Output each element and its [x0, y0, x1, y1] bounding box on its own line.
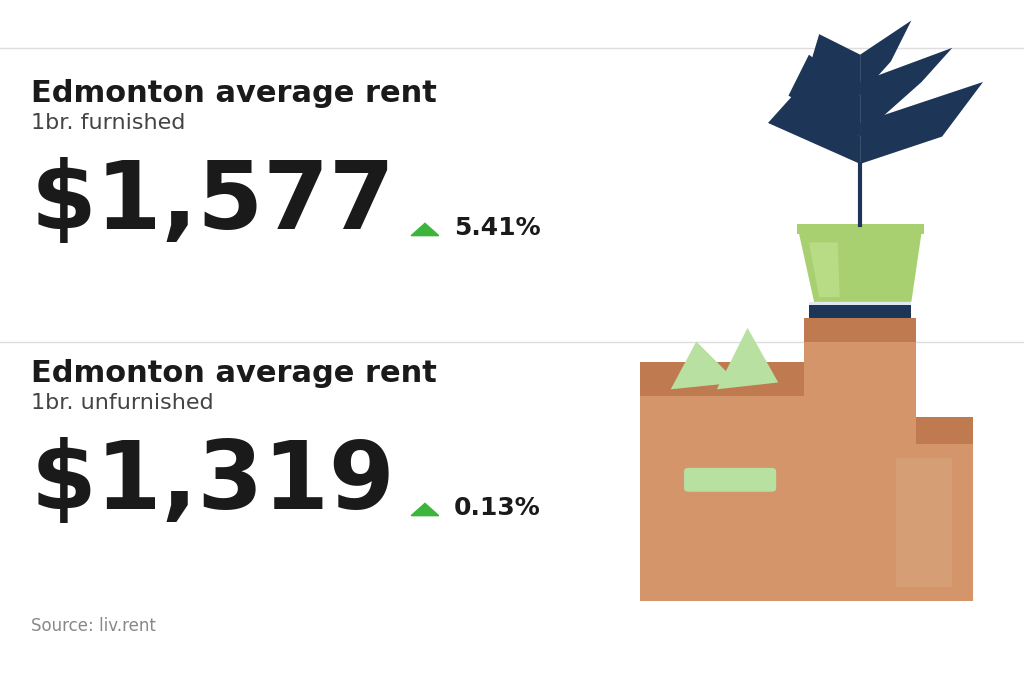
Polygon shape: [809, 444, 973, 601]
Polygon shape: [809, 34, 860, 96]
Polygon shape: [799, 232, 922, 302]
Text: $1,577: $1,577: [31, 157, 395, 249]
Polygon shape: [640, 396, 819, 601]
Polygon shape: [804, 342, 916, 444]
Polygon shape: [809, 304, 911, 318]
Text: Edmonton average rent: Edmonton average rent: [31, 359, 436, 387]
Polygon shape: [411, 223, 438, 236]
Text: $1,319: $1,319: [31, 437, 395, 529]
Polygon shape: [797, 224, 924, 234]
Polygon shape: [809, 242, 840, 297]
Text: Source: liv.rent: Source: liv.rent: [31, 617, 156, 635]
Polygon shape: [809, 417, 973, 444]
Polygon shape: [768, 89, 860, 164]
Polygon shape: [411, 503, 438, 516]
Polygon shape: [809, 302, 911, 305]
Text: 5.41%: 5.41%: [454, 216, 541, 240]
Text: 1br. unfurnished: 1br. unfurnished: [31, 393, 213, 413]
FancyBboxPatch shape: [684, 468, 776, 492]
Polygon shape: [804, 318, 916, 342]
Polygon shape: [860, 20, 911, 96]
Text: Edmonton average rent: Edmonton average rent: [31, 79, 436, 107]
Polygon shape: [717, 328, 778, 389]
Text: 1br. furnished: 1br. furnished: [31, 113, 185, 133]
Polygon shape: [788, 55, 860, 137]
Polygon shape: [671, 342, 737, 389]
Polygon shape: [860, 82, 983, 164]
Polygon shape: [896, 458, 952, 587]
Text: 0.13%: 0.13%: [454, 496, 541, 520]
Polygon shape: [640, 362, 819, 396]
Polygon shape: [860, 48, 952, 137]
